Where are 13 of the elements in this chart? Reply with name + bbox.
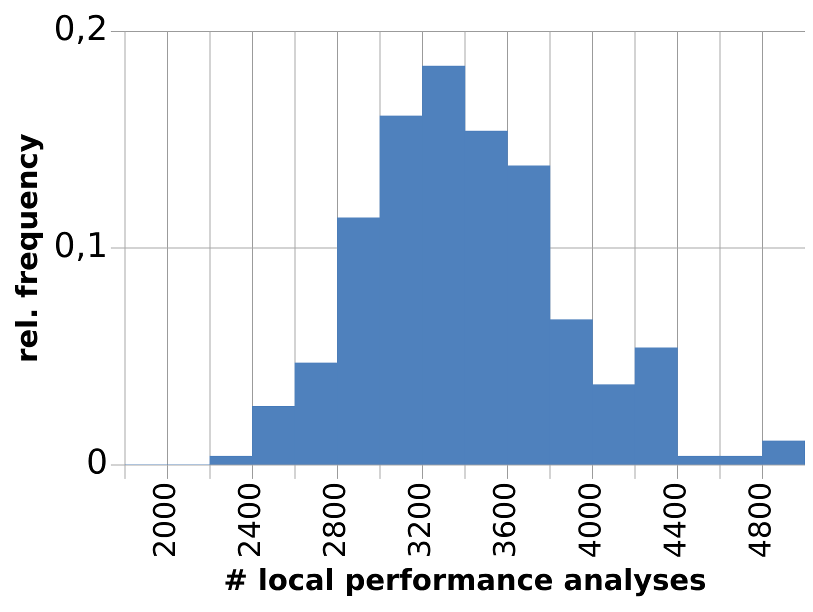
x-tick-label: 3200 [403,482,438,558]
x-tick-label: 4000 [573,482,608,558]
x-tick-label: 3600 [488,482,524,558]
x-axis-title: # local performance analyses [224,563,706,598]
x-tick-label: 2800 [318,482,354,558]
x-tick-label: 2400 [233,482,268,558]
y-axis-title: rel. frequency [10,133,44,363]
y-tick-label: 0 [86,442,108,483]
y-tick-label: 0,1 [54,226,108,266]
x-tick-label: 4400 [658,482,694,558]
y-tick-label: 0,2 [54,9,108,50]
x-tick-label: 4800 [743,482,778,558]
x-tick-label: 2000 [148,482,184,558]
